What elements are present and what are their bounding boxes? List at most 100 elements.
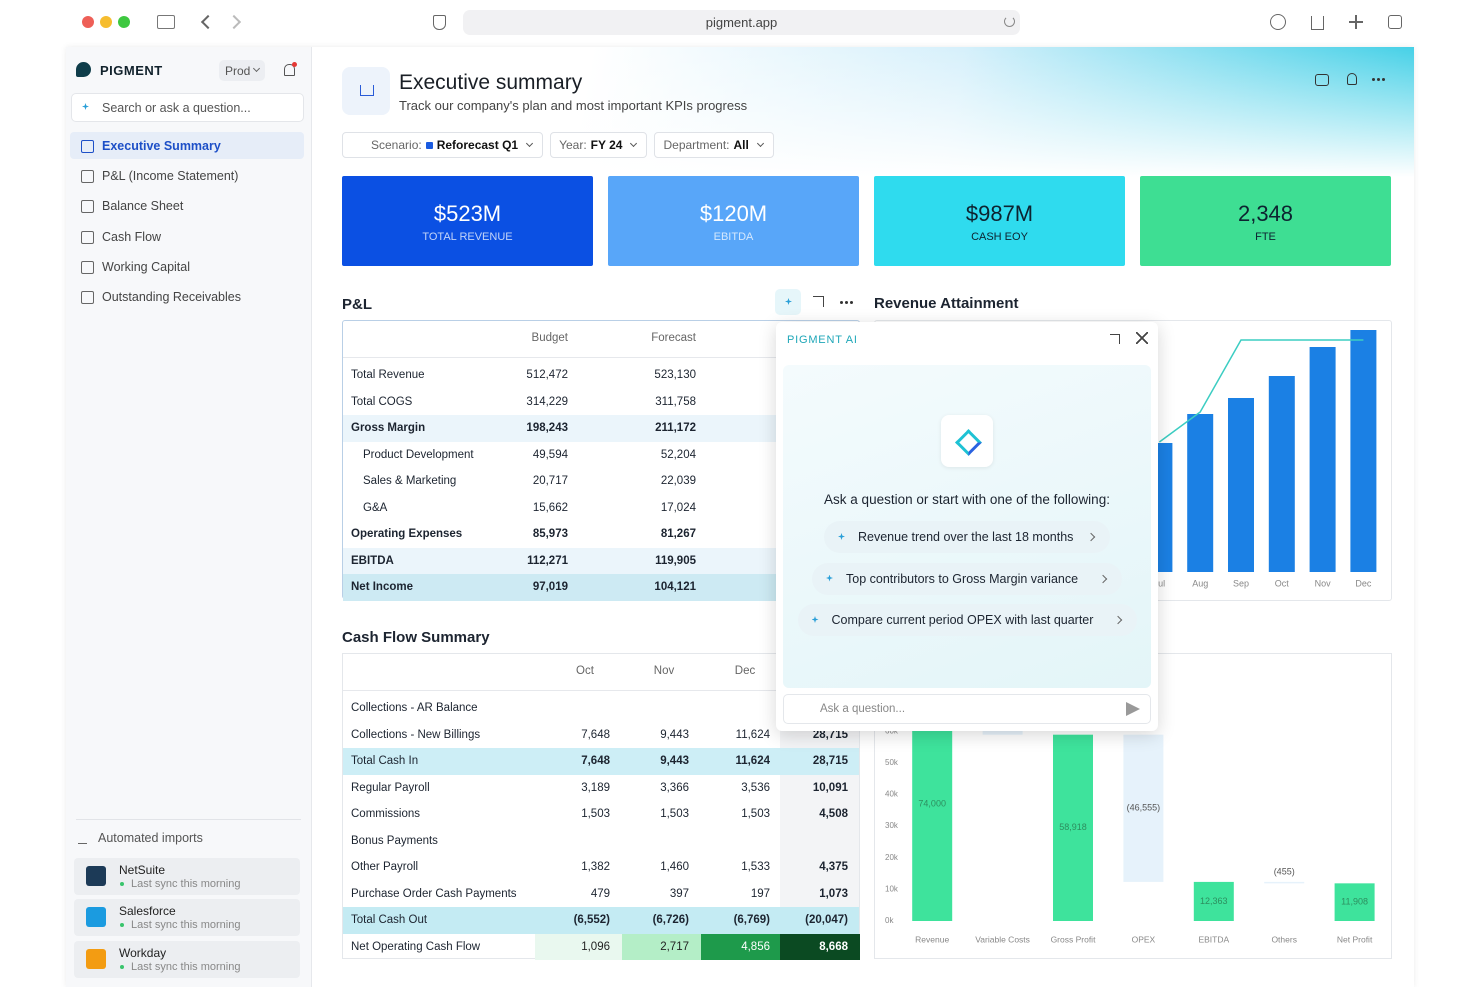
- tabs-icon[interactable]: [1388, 15, 1402, 29]
- nav-item[interactable]: Executive Summary: [102, 139, 221, 153]
- value-label: (46,555): [1127, 803, 1161, 813]
- row-label: Regular Payroll: [351, 781, 430, 794]
- share-icon[interactable]: [1311, 16, 1324, 30]
- cell: 9,443: [660, 755, 689, 767]
- bar: [1228, 398, 1254, 572]
- suggestion-pill[interactable]: [797, 604, 1137, 636]
- bell-icon[interactable]: [284, 64, 295, 76]
- cell: 85,973: [532, 528, 568, 540]
- brand-logo: [76, 62, 91, 77]
- scenario-swatch: [425, 141, 433, 149]
- traffic-close[interactable]: [82, 16, 94, 28]
- nav-item[interactable]: Working Capital: [102, 259, 191, 274]
- cell: 81,267: [660, 528, 696, 540]
- reload-icon[interactable]: [1004, 16, 1015, 27]
- column-header: Dec: [734, 665, 756, 677]
- heat-cell: [535, 933, 622, 960]
- env-label: Prod: [225, 64, 251, 78]
- import-logo: [86, 866, 106, 886]
- cell: 1,382: [581, 861, 610, 873]
- sidebar-toggle[interactable]: [157, 15, 175, 29]
- ai-prompt: Ask a question or start with one of the …: [824, 492, 1110, 507]
- import-card[interactable]: [74, 899, 300, 937]
- filter-pill[interactable]: Year: FY 24: [550, 132, 648, 158]
- cell: 197: [750, 887, 770, 900]
- row-label: Bonus Payments: [351, 834, 438, 847]
- x-tick-label: Variable Costs: [975, 934, 1030, 944]
- filter-label: Scenario:: [371, 138, 422, 152]
- ai-panel: PIGMENT AI Ask a question or start with …: [776, 322, 1158, 731]
- ai-close[interactable]: [1136, 332, 1148, 344]
- chart-title: Revenue Attainment: [874, 295, 1018, 312]
- bell-badge: [292, 62, 297, 67]
- more-icon[interactable]: [840, 301, 843, 304]
- x-tick-label: Nov: [1315, 578, 1332, 588]
- suggestion-pill[interactable]: [824, 521, 1110, 553]
- idea-icon[interactable]: [1347, 73, 1357, 85]
- y-tick-label: 50k: [885, 758, 899, 767]
- nav-item[interactable]: P&L (Income Statement): [102, 169, 239, 184]
- comment-icon[interactable]: [1315, 74, 1329, 86]
- total-column-bg: [780, 854, 859, 881]
- import-card[interactable]: [74, 858, 300, 895]
- row-label: Total Cash Out: [351, 914, 428, 926]
- filter-pill[interactable]: Scenario: Reforecast Q1: [342, 132, 544, 158]
- download-icon[interactable]: [1270, 14, 1286, 30]
- row-label: Net Income: [351, 581, 413, 593]
- row-label: Product Development: [363, 448, 474, 461]
- cell: 15,662: [532, 501, 568, 514]
- sparkle-icon: [811, 616, 819, 623]
- suggestion-pill[interactable]: [812, 562, 1122, 595]
- x-tick-label: Revenue: [915, 934, 949, 944]
- cell: 49,594: [532, 448, 568, 461]
- cell: 314,229: [526, 395, 568, 408]
- nav-item[interactable]: Cash Flow: [102, 229, 162, 244]
- kpi-label: CASH EOY: [971, 231, 1028, 243]
- more-icon[interactable]: [1372, 78, 1375, 81]
- nav-item[interactable]: Outstanding Receivables: [102, 290, 241, 304]
- cell: 7,648: [581, 728, 610, 741]
- filter-pill[interactable]: Department: All: [654, 132, 774, 158]
- env-pill[interactable]: [219, 60, 265, 81]
- column-header: Budget: [531, 332, 568, 344]
- ai-input[interactable]: [783, 694, 1151, 724]
- cell: 211,172: [655, 422, 696, 434]
- total-column-bg: [780, 827, 859, 854]
- cell: 1,503: [581, 808, 610, 820]
- cell: 11,624: [735, 755, 770, 767]
- status-dot: [120, 923, 124, 928]
- bar: [1193, 881, 1234, 921]
- traffic-min[interactable]: [100, 16, 112, 28]
- import-name: Salesforce: [119, 904, 176, 919]
- cell: 17,024: [660, 501, 696, 514]
- cell: 10,091: [812, 781, 848, 794]
- target-line: [1158, 339, 1364, 443]
- url-bar[interactable]: [463, 10, 1020, 35]
- sparkle-icon: [82, 103, 89, 110]
- row-label: Total Cash In: [351, 755, 419, 767]
- import-card[interactable]: [74, 940, 300, 978]
- search-box[interactable]: [71, 93, 304, 122]
- x-tick-label: Sep: [1233, 578, 1249, 588]
- import-name: Workday: [119, 945, 167, 960]
- cell: (6,769): [733, 914, 770, 926]
- imports-icon: [78, 833, 87, 844]
- expand-icon[interactable]: [813, 296, 824, 307]
- cell: 9,443: [660, 728, 689, 741]
- send-icon[interactable]: [1126, 702, 1140, 716]
- cell: 1,503: [741, 808, 770, 820]
- new-tab-icon-v[interactable]: [1355, 15, 1357, 29]
- traffic-max[interactable]: [118, 16, 130, 28]
- page-icon: [342, 67, 390, 115]
- cell: 1,503: [660, 808, 689, 820]
- filter-value: FY 24: [590, 138, 623, 152]
- row-label: Sales & Marketing: [363, 475, 457, 487]
- heat-cell: [701, 933, 780, 960]
- ai-expand[interactable]: [1110, 334, 1120, 344]
- kpi-card: [874, 176, 1125, 266]
- kpi-label: TOTAL REVENUE: [422, 231, 513, 243]
- nav-item[interactable]: Balance Sheet: [102, 199, 184, 214]
- filter-value: Reforecast Q1: [436, 138, 519, 152]
- filter-label: Department:: [663, 138, 730, 152]
